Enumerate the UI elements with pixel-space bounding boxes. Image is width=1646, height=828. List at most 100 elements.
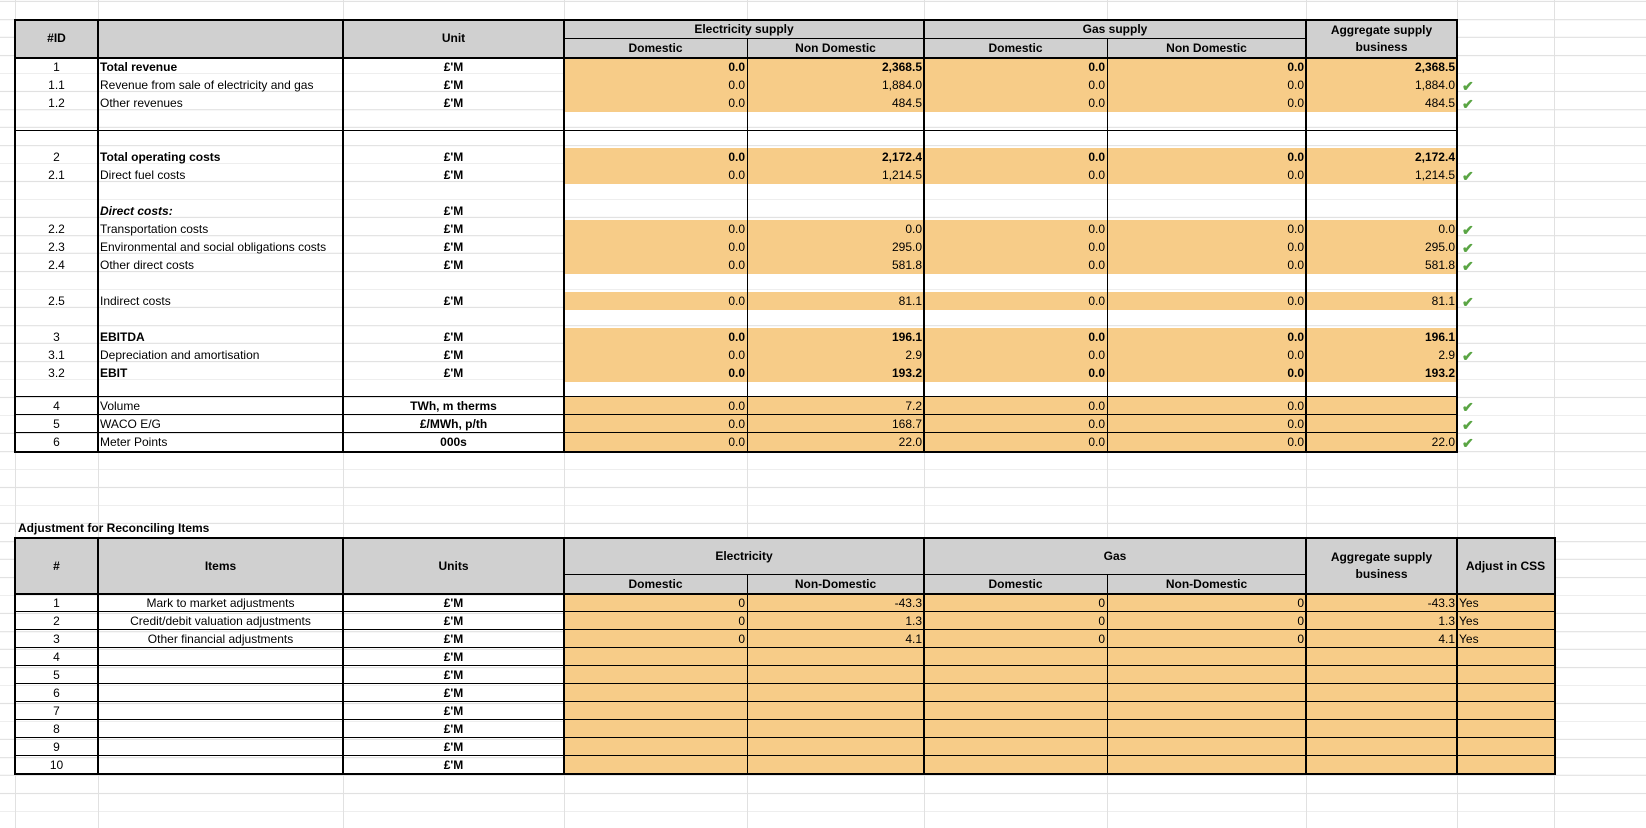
value-cell[interactable]: 4.1: [1306, 630, 1457, 648]
value-cell[interactable]: 1,884.0: [747, 76, 924, 94]
value-cell[interactable]: 0.0: [1107, 433, 1306, 451]
value-cell[interactable]: [564, 720, 747, 738]
value-cell[interactable]: [924, 648, 1107, 666]
value-cell[interactable]: [924, 666, 1107, 684]
value-cell[interactable]: 0.0: [1107, 346, 1306, 364]
header-units[interactable]: Units: [343, 538, 564, 594]
value-cell[interactable]: 0.0: [564, 328, 747, 346]
value-cell[interactable]: 193.2: [1306, 364, 1457, 382]
value-cell[interactable]: 0.0: [924, 256, 1107, 274]
value-cell[interactable]: 1,214.5: [747, 166, 924, 184]
value-cell[interactable]: 0.0: [924, 238, 1107, 256]
value-cell[interactable]: [1306, 397, 1457, 415]
value-cell[interactable]: 193.2: [747, 364, 924, 382]
value-cell[interactable]: 0.0: [564, 148, 747, 166]
value-cell[interactable]: 0.0: [1107, 292, 1306, 310]
value-cell[interactable]: 2.9: [747, 346, 924, 364]
value-cell[interactable]: [564, 756, 747, 774]
value-cell[interactable]: 0: [1107, 594, 1306, 612]
value-cell[interactable]: 0.0: [924, 328, 1107, 346]
value-cell[interactable]: 0.0: [924, 292, 1107, 310]
value-cell[interactable]: [747, 666, 924, 684]
header-elec-non-domestic[interactable]: Non-Domestic: [747, 575, 924, 594]
value-cell[interactable]: 81.1: [1306, 292, 1457, 310]
value-cell[interactable]: 0.0: [1306, 220, 1457, 238]
header-gas[interactable]: Gas: [924, 538, 1306, 575]
value-cell[interactable]: 196.1: [747, 328, 924, 346]
value-cell[interactable]: 0.0: [1107, 94, 1306, 112]
header-num[interactable]: #: [15, 538, 98, 594]
adjust-cell[interactable]: [1457, 720, 1554, 738]
header-electricity[interactable]: Electricity: [564, 538, 924, 575]
value-cell[interactable]: [1306, 738, 1457, 756]
value-cell[interactable]: 0.0: [564, 58, 747, 76]
value-cell[interactable]: 0: [564, 630, 747, 648]
value-cell[interactable]: [1107, 738, 1306, 756]
header-gas-supply[interactable]: Gas supply: [924, 20, 1306, 39]
value-cell[interactable]: 0: [924, 594, 1107, 612]
value-cell[interactable]: 0.0: [924, 364, 1107, 382]
header-label[interactable]: [98, 20, 343, 57]
value-cell[interactable]: [747, 702, 924, 720]
value-cell[interactable]: [1107, 756, 1306, 774]
value-cell[interactable]: 295.0: [1306, 238, 1457, 256]
header-gas-domestic[interactable]: Domestic: [924, 575, 1107, 594]
header-aggregate[interactable]: Aggregate supply business: [1306, 20, 1457, 57]
value-cell[interactable]: [1107, 648, 1306, 666]
header-gas-non-domestic[interactable]: Non-Domestic: [1107, 575, 1306, 594]
value-cell[interactable]: [564, 684, 747, 702]
value-cell[interactable]: [924, 720, 1107, 738]
value-cell[interactable]: [564, 666, 747, 684]
value-cell[interactable]: [924, 684, 1107, 702]
value-cell[interactable]: [924, 738, 1107, 756]
value-cell[interactable]: -43.3: [1306, 594, 1457, 612]
value-cell[interactable]: 1.3: [1306, 612, 1457, 630]
value-cell[interactable]: [924, 702, 1107, 720]
value-cell[interactable]: 0: [1107, 612, 1306, 630]
adjust-cell[interactable]: [1457, 666, 1554, 684]
value-cell[interactable]: 0.0: [747, 220, 924, 238]
adjust-cell[interactable]: [1457, 756, 1554, 774]
value-cell[interactable]: 2.9: [1306, 346, 1457, 364]
value-cell[interactable]: [1306, 415, 1457, 433]
value-cell[interactable]: 0.0: [564, 94, 747, 112]
value-cell[interactable]: [747, 738, 924, 756]
value-cell[interactable]: 0.0: [924, 166, 1107, 184]
value-cell[interactable]: 0.0: [564, 397, 747, 415]
value-cell[interactable]: 0.0: [564, 364, 747, 382]
value-cell[interactable]: [564, 738, 747, 756]
value-cell[interactable]: 196.1: [1306, 328, 1457, 346]
value-cell[interactable]: 0.0: [924, 76, 1107, 94]
value-cell[interactable]: 484.5: [747, 94, 924, 112]
value-cell[interactable]: 0: [1107, 630, 1306, 648]
value-cell[interactable]: 581.8: [1306, 256, 1457, 274]
value-cell[interactable]: 0.0: [1107, 148, 1306, 166]
value-cell[interactable]: 0: [564, 594, 747, 612]
value-cell[interactable]: 0.0: [1107, 256, 1306, 274]
value-cell[interactable]: 0.0: [564, 166, 747, 184]
value-cell[interactable]: 0.0: [1107, 58, 1306, 76]
value-cell[interactable]: 0.0: [924, 148, 1107, 166]
value-cell[interactable]: 2,368.5: [1306, 58, 1457, 76]
value-cell[interactable]: 0.0: [564, 415, 747, 433]
value-cell[interactable]: 22.0: [747, 433, 924, 451]
adjust-cell[interactable]: Yes: [1457, 594, 1554, 612]
value-cell[interactable]: 0.0: [924, 415, 1107, 433]
value-cell[interactable]: [1306, 702, 1457, 720]
header-elec-domestic[interactable]: Domestic: [564, 39, 747, 57]
adjust-cell[interactable]: [1457, 702, 1554, 720]
value-cell[interactable]: 0.0: [924, 94, 1107, 112]
value-cell[interactable]: [1306, 684, 1457, 702]
value-cell[interactable]: 0.0: [924, 346, 1107, 364]
value-cell[interactable]: 1,884.0: [1306, 76, 1457, 94]
value-cell[interactable]: 1,214.5: [1306, 166, 1457, 184]
value-cell[interactable]: 0.0: [564, 238, 747, 256]
value-cell[interactable]: [747, 648, 924, 666]
value-cell[interactable]: [924, 756, 1107, 774]
value-cell[interactable]: -43.3: [747, 594, 924, 612]
value-cell[interactable]: 0.0: [564, 433, 747, 451]
value-cell[interactable]: [1306, 720, 1457, 738]
value-cell[interactable]: 2,368.5: [747, 58, 924, 76]
adjust-cell[interactable]: [1457, 738, 1554, 756]
value-cell[interactable]: [1107, 720, 1306, 738]
